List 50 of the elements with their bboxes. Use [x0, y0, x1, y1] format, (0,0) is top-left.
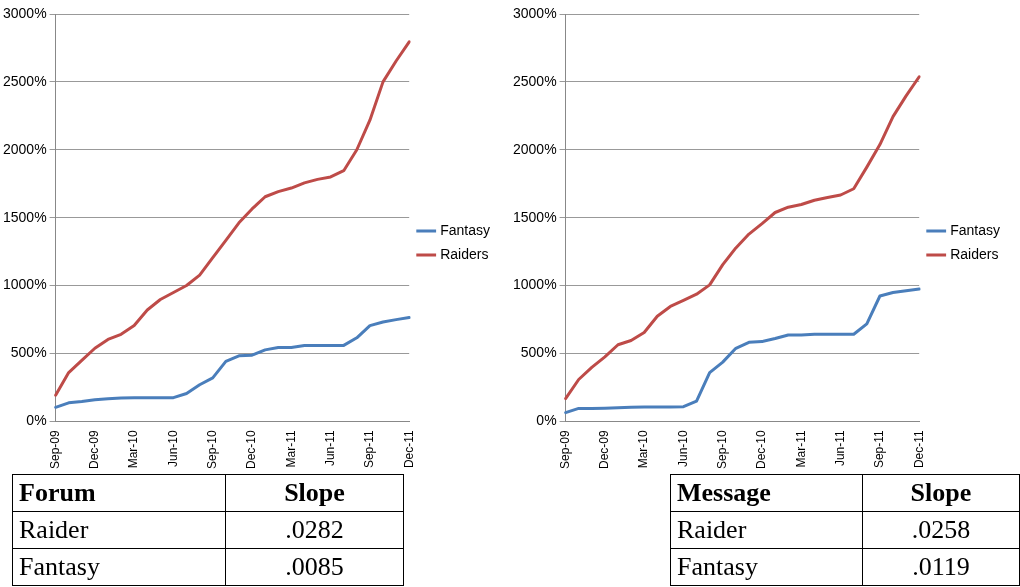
legend-label: Fantasy [950, 221, 1001, 238]
x-tick-label: Sep-10 [205, 429, 220, 470]
text: Slope [225, 474, 404, 512]
text: Raider [12, 511, 226, 549]
y-tick-label: 1000% [3, 276, 47, 293]
x-tick-label: Sep-09 [557, 429, 572, 470]
x-tick-label: Mar-10 [126, 429, 141, 469]
x-tick-label: Dec-09 [87, 429, 102, 469]
y-tick-label: 3000% [3, 4, 47, 21]
text: .0119 [862, 548, 1020, 586]
x-tick-label: Sep-10 [715, 429, 730, 470]
text: Raider [670, 511, 863, 549]
text: Slope [862, 474, 1020, 512]
y-tick-label: 2500% [3, 72, 47, 89]
y-tick-label: 1000% [513, 276, 557, 293]
x-tick-label: Mar-11 [283, 429, 298, 468]
y-tick-label: 1500% [3, 208, 47, 225]
x-tick-label: Sep-09 [47, 429, 62, 470]
y-tick-label: 2000% [3, 140, 47, 157]
x-tick-label: Jun-10 [165, 429, 180, 468]
text: Fantasy [12, 548, 226, 586]
x-tick-label: Dec-10 [244, 429, 259, 469]
x-tick-label: Dec-09 [597, 429, 612, 469]
text: .0282 [225, 511, 404, 549]
text: Message [670, 474, 863, 512]
x-tick-label: Sep-11 [362, 429, 377, 469]
y-tick-label: 0% [26, 412, 47, 429]
x-tick-label: Jun-11 [832, 429, 847, 467]
y-tick-label: 500% [10, 344, 47, 361]
x-tick-label: Dec-11 [401, 429, 416, 469]
y-tick-label: 0% [536, 412, 557, 429]
text: .0085 [225, 548, 404, 586]
y-tick-label: 3000% [513, 4, 557, 21]
y-tick-label: 2000% [513, 140, 557, 157]
y-tick-label: 2500% [513, 72, 557, 89]
text: .0258 [862, 511, 1020, 549]
x-tick-label: Jun-10 [675, 429, 690, 468]
y-tick-label: 1500% [513, 208, 557, 225]
text: Forum [12, 474, 226, 512]
x-tick-label: Mar-10 [636, 429, 651, 469]
y-tick-label: 500% [520, 344, 557, 361]
legend-label: Raiders [950, 245, 999, 262]
x-tick-label: Sep-11 [872, 429, 887, 469]
x-tick-label: Dec-11 [911, 429, 926, 469]
x-tick-label: Jun-11 [322, 429, 337, 467]
x-tick-label: Mar-11 [793, 429, 808, 468]
legend-label: Raiders [440, 245, 489, 262]
legend-label: Fantasy [440, 221, 491, 238]
text: Fantasy [670, 548, 863, 586]
x-tick-label: Dec-10 [754, 429, 769, 469]
